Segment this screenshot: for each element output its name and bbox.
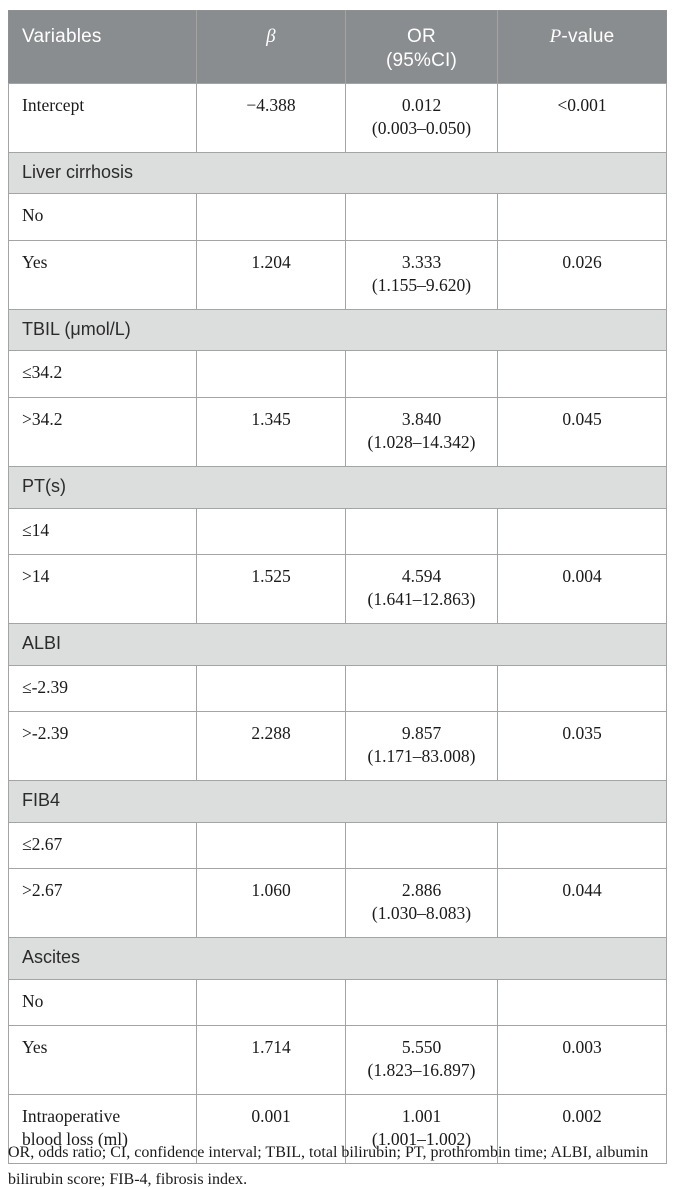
pvalue-cell: <0.001	[497, 82, 667, 153]
table-row: No	[8, 193, 667, 241]
section-row-ascites: Ascites	[8, 936, 667, 980]
section-row-fib4: FIB4	[8, 779, 667, 823]
variable-cell: Yes	[8, 1024, 197, 1095]
variable-cell: ≤2.67	[8, 821, 197, 869]
table-row: >14 1.525 4.594 (1.641–12.863) 0.004	[8, 553, 667, 624]
variable-cell: ≤34.2	[8, 350, 197, 398]
or-cell: 3.333 (1.155–9.620)	[345, 239, 498, 310]
beta-cell	[196, 193, 346, 241]
or-cell: 4.594 (1.641–12.863)	[345, 553, 498, 624]
pvalue-cell	[497, 350, 667, 398]
table-body: Intercept −4.388 0.012 (0.003–0.050) <0.001 L…	[8, 82, 667, 1165]
table-row: ≤-2.39	[8, 664, 667, 712]
variable-cell: ≤-2.39	[8, 664, 197, 712]
table-row: >-2.39 2.288 9.857 (1.171–83.008) 0.035	[8, 710, 667, 781]
pvalue-cell: 0.002	[497, 1093, 667, 1165]
table-row: Yes 1.714 5.550 (1.823–16.897) 0.003	[8, 1024, 667, 1095]
beta-cell	[196, 821, 346, 869]
pvalue-cell: 0.045	[497, 396, 667, 467]
beta-cell	[196, 978, 346, 1026]
section-label: FIB4	[8, 779, 667, 823]
variable-cell: ≤14	[8, 507, 197, 555]
pvalue-cell: 0.044	[497, 867, 667, 938]
pvalue-cell: 0.004	[497, 553, 667, 624]
table-row: ≤34.2	[8, 350, 667, 398]
pvalue-cell: 0.035	[497, 710, 667, 781]
beta-cell: 1.345	[196, 396, 346, 467]
section-label: TBIL (μmol/L)	[8, 308, 667, 352]
table-row: >34.2 1.345 3.840 (1.028–14.342) 0.045	[8, 396, 667, 467]
beta-cell: 1.525	[196, 553, 346, 624]
pvalue-cell	[497, 193, 667, 241]
variable-cell: >-2.39	[8, 710, 197, 781]
section-row-liver-cirrhosis: Liver cirrhosis	[8, 151, 667, 195]
or-cell	[345, 507, 498, 555]
table-row: Yes 1.204 3.333 (1.155–9.620) 0.026	[8, 239, 667, 310]
section-row-pt-s: PT(s)	[8, 465, 667, 509]
section-row-albi: ALBI	[8, 622, 667, 666]
variable-cell: >14	[8, 553, 197, 624]
variable-cell: No	[8, 978, 197, 1026]
column-header-variables: Variables	[8, 10, 197, 83]
section-label: Liver cirrhosis	[8, 151, 667, 195]
or-cell	[345, 193, 498, 241]
table-header: Variables β OR (95%CI) P-value	[8, 10, 667, 83]
beta-cell: 1.714	[196, 1024, 346, 1095]
pvalue-cell	[497, 664, 667, 712]
table-footnote: OR, odds ratio; CI, confidence interval;…	[8, 1144, 649, 1188]
pvalue-cell	[497, 821, 667, 869]
pvalue-cell	[497, 507, 667, 555]
or-cell: 1.001 (1.001–1.002)	[345, 1093, 498, 1165]
beta-cell: −4.388	[196, 82, 346, 153]
table-row: ≤14	[8, 507, 667, 555]
or-cell: 5.550 (1.823–16.897)	[345, 1024, 498, 1095]
or-cell	[345, 821, 498, 869]
column-header-beta: β	[196, 10, 346, 83]
pvalue-cell: 0.026	[497, 239, 667, 310]
or-cell	[345, 350, 498, 398]
column-header-or: OR (95%CI)	[345, 10, 498, 83]
or-cell: 9.857 (1.171–83.008)	[345, 710, 498, 781]
variable-cell: Yes	[8, 239, 197, 310]
section-row-tbil-mol-l: TBIL (μmol/L)	[8, 308, 667, 352]
section-label: Ascites	[8, 936, 667, 980]
header-row: Variables β OR (95%CI) P-value	[8, 10, 667, 83]
beta-cell: 0.001	[196, 1093, 346, 1165]
results-table: Variables β OR (95%CI) P-value Intercept −4.3…	[8, 10, 667, 1165]
variable-cell: No	[8, 193, 197, 241]
variable-cell: >2.67	[8, 867, 197, 938]
beta-cell: 1.060	[196, 867, 346, 938]
beta-cell	[196, 350, 346, 398]
section-label: ALBI	[8, 622, 667, 666]
table-row: ≤2.67	[8, 821, 667, 869]
beta-cell	[196, 507, 346, 555]
pvalue-cell	[497, 978, 667, 1026]
or-cell: 3.840 (1.028–14.342)	[345, 396, 498, 467]
beta-cell	[196, 664, 346, 712]
section-label: PT(s)	[8, 465, 667, 509]
variable-cell: Intercept	[8, 82, 197, 153]
or-cell	[345, 978, 498, 1026]
beta-cell: 1.204	[196, 239, 346, 310]
table-row: Intercept −4.388 0.012 (0.003–0.050) <0.001	[8, 82, 667, 153]
or-cell	[345, 664, 498, 712]
table-row: Intraoperative blood loss (ml) 0.001 1.001(…	[8, 1093, 667, 1165]
variable-cell: Intraoperative blood loss (ml)	[8, 1093, 197, 1165]
or-cell: 0.012 (0.003–0.050)	[345, 82, 498, 153]
table-row: >2.67 1.060 2.886 (1.030–8.083) 0.044	[8, 867, 667, 938]
column-header-pvalue: P-value	[497, 10, 667, 83]
table-row: No	[8, 978, 667, 1026]
pvalue-cell: 0.003	[497, 1024, 667, 1095]
beta-cell: 2.288	[196, 710, 346, 781]
or-cell: 2.886 (1.030–8.083)	[345, 867, 498, 938]
variable-cell: >34.2	[8, 396, 197, 467]
